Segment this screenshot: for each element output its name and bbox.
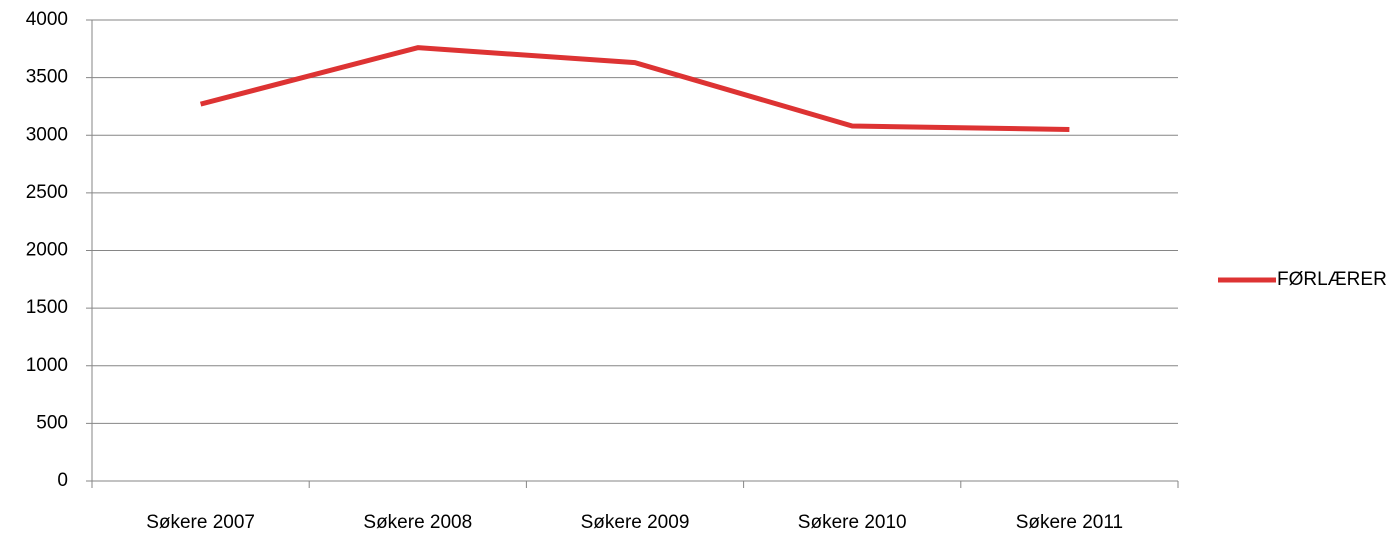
- y-tick-label: 1000: [26, 355, 68, 376]
- legend-label: FØRLÆRER: [1277, 269, 1387, 290]
- y-tick-label: 3000: [26, 124, 68, 145]
- x-tick-label: Søkere 2008: [363, 512, 472, 533]
- y-tick-label: 4000: [26, 9, 68, 30]
- y-tick-label: 1500: [26, 297, 68, 318]
- x-tick-label: Søkere 2011: [1016, 512, 1123, 533]
- x-tick-label: Søkere 2007: [146, 512, 255, 533]
- y-tick-label: 2500: [26, 182, 68, 203]
- y-tick-label: 500: [36, 412, 68, 433]
- x-tick-label: Søkere 2010: [798, 512, 907, 533]
- series-line: [199, 45, 1070, 132]
- y-tick-label: 2000: [26, 240, 68, 261]
- x-tick-label: Søkere 2009: [581, 512, 690, 533]
- y-tick-label: 0: [57, 470, 68, 491]
- y-tick-label: 3500: [26, 67, 68, 88]
